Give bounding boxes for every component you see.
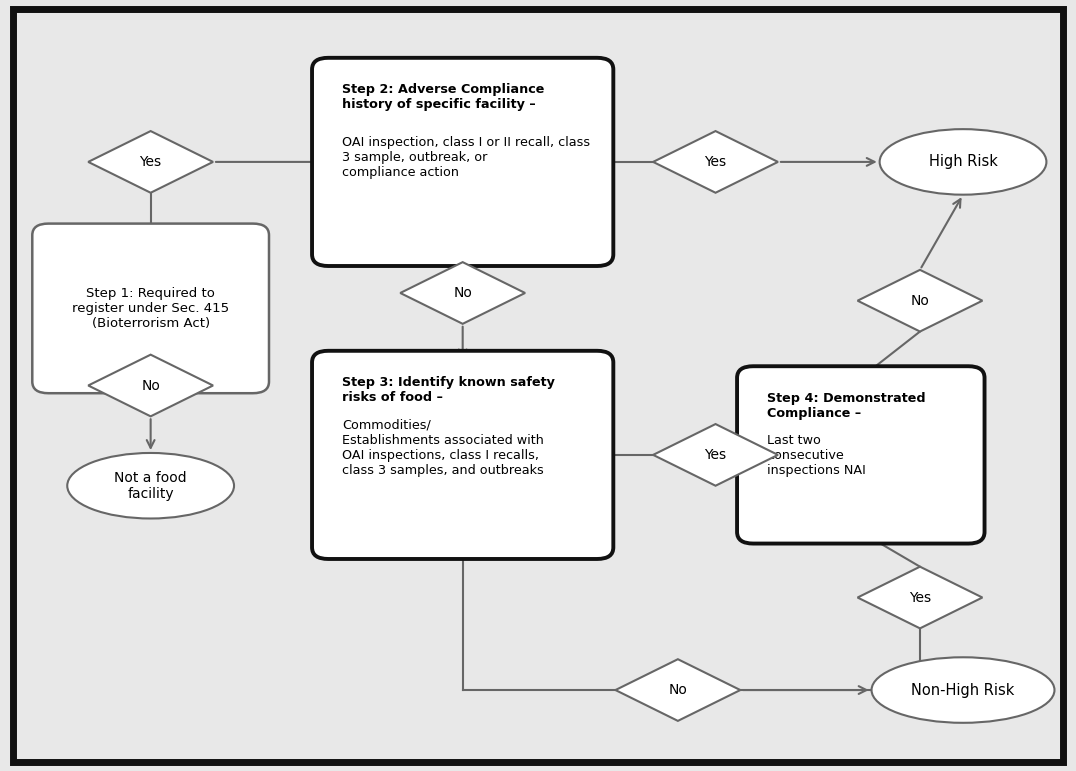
Text: Step 2: Adverse Compliance
history of specific facility –: Step 2: Adverse Compliance history of sp… xyxy=(342,83,544,111)
Ellipse shape xyxy=(872,657,1054,723)
Text: No: No xyxy=(141,379,160,392)
Polygon shape xyxy=(615,659,740,721)
Polygon shape xyxy=(653,424,778,486)
Text: Yes: Yes xyxy=(705,448,726,462)
Text: OAI inspection, class I or II recall, class
3 sample, outbreak, or
compliance ac: OAI inspection, class I or II recall, cl… xyxy=(342,136,591,179)
FancyBboxPatch shape xyxy=(32,224,269,393)
Text: No: No xyxy=(453,286,472,300)
FancyBboxPatch shape xyxy=(737,366,985,544)
Text: High Risk: High Risk xyxy=(929,154,997,170)
Ellipse shape xyxy=(880,129,1046,195)
FancyBboxPatch shape xyxy=(312,351,613,559)
Text: No: No xyxy=(668,683,688,697)
Polygon shape xyxy=(858,567,982,628)
Text: Not a food
facility: Not a food facility xyxy=(114,470,187,501)
Text: Yes: Yes xyxy=(140,155,161,169)
Polygon shape xyxy=(653,131,778,193)
Text: Non-High Risk: Non-High Risk xyxy=(911,682,1015,698)
Polygon shape xyxy=(88,131,213,193)
Ellipse shape xyxy=(68,453,235,519)
Text: Step 3: Identify known safety
risks of food –: Step 3: Identify known safety risks of f… xyxy=(342,376,555,404)
Polygon shape xyxy=(858,270,982,332)
Text: Step 1: Required to
register under Sec. 415
(Bioterrorism Act): Step 1: Required to register under Sec. … xyxy=(72,287,229,330)
Polygon shape xyxy=(400,262,525,324)
Text: Last two
consecutive
inspections NAI: Last two consecutive inspections NAI xyxy=(767,434,866,477)
Text: Yes: Yes xyxy=(909,591,931,604)
FancyBboxPatch shape xyxy=(312,58,613,266)
Text: Commodities/
Establishments associated with
OAI inspections, class I recalls,
cl: Commodities/ Establishments associated w… xyxy=(342,419,544,476)
Text: Yes: Yes xyxy=(705,155,726,169)
Text: Step 4: Demonstrated
Compliance –: Step 4: Demonstrated Compliance – xyxy=(767,392,925,419)
Polygon shape xyxy=(88,355,213,416)
Text: No: No xyxy=(910,294,930,308)
